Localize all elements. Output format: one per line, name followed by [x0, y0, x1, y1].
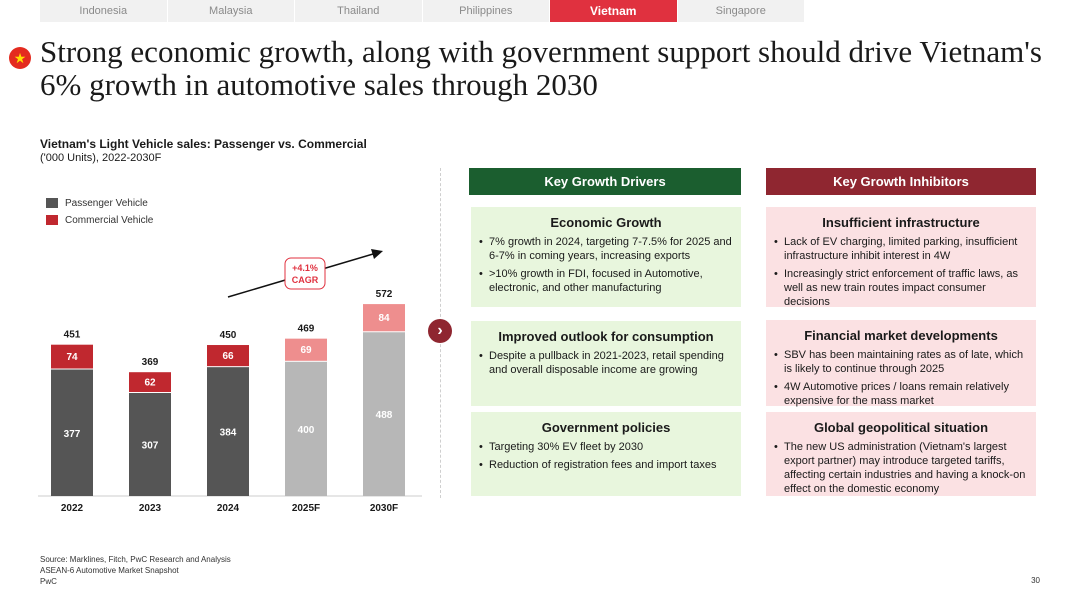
driver-bullet: Reduction of registration fees and impor… [479, 458, 733, 472]
bar-chart: 377 74 451 2022 307 62 369 2023 384 66 450 2024 400 6… [38, 249, 422, 514]
inhibitor-box-geopolitical: Global geopolitical situation The new US… [766, 412, 1036, 496]
inhibitor-bullet: Lack of EV charging, limited parking, in… [774, 235, 1028, 263]
label-commercial-2024: 66 [222, 351, 234, 362]
tick-label-2025f: 2025F [292, 503, 320, 514]
driver-title: Improved outlook for consumption [498, 329, 714, 344]
country-tabs: Indonesia Malaysia Thailand Philippines … [40, 0, 805, 22]
inhibitor-bullet: Increasingly strict enforcement of traff… [774, 267, 1028, 309]
inhibitor-bullet: 4W Automotive prices / loans remain rela… [774, 380, 1028, 408]
inhibitor-title: Financial market developments [804, 328, 998, 343]
footer-source: Source: Marklines, Fitch, PwC Research a… [40, 555, 231, 564]
label-passenger-2022: 377 [64, 429, 81, 440]
tab-philippines[interactable]: Philippines [422, 0, 550, 22]
label-commercial-2023: 62 [144, 378, 156, 389]
bar-commercial-2023 [129, 372, 171, 393]
legend-label-passenger: Passenger Vehicle [65, 197, 148, 209]
inhibitors-header: Key Growth Inhibitors [766, 168, 1036, 195]
chart-legend: Passenger Vehicle Commercial Vehicle [46, 195, 153, 229]
driver-bullet: Targeting 30% EV fleet by 2030 [479, 440, 733, 454]
arrow-right-icon: › [428, 319, 452, 343]
inhibitor-box-financial: Financial market developments SBV has be… [766, 320, 1036, 408]
driver-box-economic-growth: Economic Growth 7% growth in 2024, targe… [471, 207, 741, 307]
page-title: Strong economic growth, along with gover… [40, 34, 1042, 102]
chart-subtitle: ('000 Units), 2022-2030F [40, 152, 162, 164]
label-total-2023: 369 [142, 357, 159, 368]
inhibitor-box-infrastructure: Insufficient infrastructure Lack of EV c… [766, 207, 1036, 309]
driver-title: Government policies [541, 420, 671, 435]
driver-bullet: Despite a pullback in 2021-2023, retail … [479, 349, 733, 377]
legend-label-commercial: Commercial Vehicle [65, 214, 154, 226]
driver-title: Economic Growth [550, 215, 662, 230]
footer-company: PwC [40, 577, 57, 586]
driver-box-consumption: Improved outlook for consumption Despite… [471, 321, 741, 406]
inhibitor-bullet: SBV has been maintaining rates as of lat… [774, 348, 1028, 376]
driver-bullet: >10% growth in FDI, focused in Automotiv… [479, 267, 733, 295]
bar-passenger-2030f [363, 332, 405, 496]
legend-swatch-passenger [46, 198, 58, 208]
label-passenger-2023: 307 [142, 441, 159, 452]
footer-report: ASEAN-6 Automotive Market Snapshot [40, 566, 179, 575]
driver-box-government: Government policies Targeting 30% EV fle… [471, 412, 741, 496]
label-passenger-2025f: 400 [298, 425, 315, 436]
bar-commercial-2025f [285, 338, 327, 361]
bar-commercial-2022 [51, 344, 93, 369]
chart-title: Vietnam's Light Vehicle sales: Passenger… [40, 137, 367, 151]
label-total-2022: 451 [64, 330, 81, 341]
label-total-2030f: 572 [376, 289, 393, 300]
cagr-value: +4.1% [292, 263, 318, 273]
label-passenger-2024: 384 [220, 428, 237, 439]
driver-bullet: 7% growth in 2024, targeting 7-7.5% for … [479, 235, 733, 263]
inhibitor-title: Insufficient infrastructure [822, 215, 980, 230]
label-commercial-2030f: 84 [378, 313, 390, 324]
label-passenger-2030f: 488 [376, 410, 393, 421]
cagr-bubble [284, 257, 326, 290]
footer: Source: Marklines, Fitch, PwC Research a… [40, 554, 231, 587]
bar-passenger-2022 [51, 369, 93, 496]
label-commercial-2022: 74 [66, 352, 78, 363]
bar-commercial-2024 [207, 345, 249, 367]
label-commercial-2025f: 69 [300, 345, 312, 356]
bar-passenger-2024 [207, 367, 249, 496]
tab-malaysia[interactable]: Malaysia [167, 0, 295, 22]
tab-thailand[interactable]: Thailand [295, 0, 423, 22]
legend-item-passenger: Passenger Vehicle [46, 195, 153, 211]
page-number: 30 [1031, 576, 1040, 585]
tick-label-2024: 2024 [217, 503, 240, 514]
inhibitor-title: Global geopolitical situation [813, 420, 989, 435]
legend-item-commercial: Commercial Vehicle [46, 212, 153, 228]
tick-label-2023: 2023 [139, 503, 162, 514]
drivers-header: Key Growth Drivers [469, 168, 741, 195]
legend-swatch-commercial [46, 215, 58, 225]
bar-passenger-2025f [285, 361, 327, 496]
tab-indonesia[interactable]: Indonesia [40, 0, 168, 22]
tab-singapore[interactable]: Singapore [677, 0, 805, 22]
cagr-arrowhead-icon [371, 249, 383, 259]
inhibitor-bullet: The new US administration (Vietnam's lar… [774, 440, 1028, 496]
vietnam-flag-icon: ★ [9, 47, 31, 69]
tick-label-2022: 2022 [61, 503, 84, 514]
label-total-2025f: 469 [298, 324, 315, 335]
tick-label-2030f: 2030F [370, 503, 398, 514]
tab-vietnam[interactable]: Vietnam [550, 0, 678, 22]
cagr-label: CAGR [292, 275, 319, 285]
label-total-2024: 450 [220, 330, 237, 341]
bar-passenger-2023 [129, 393, 171, 496]
bar-commercial-2030f [363, 304, 405, 332]
